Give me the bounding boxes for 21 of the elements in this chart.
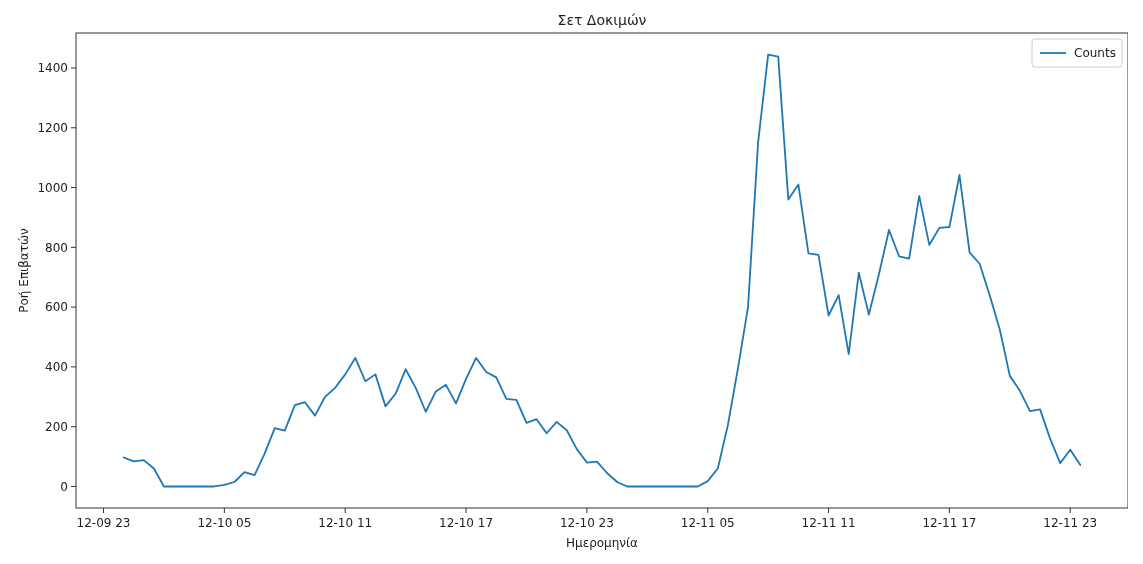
y-tick-label: 1000 xyxy=(37,180,68,195)
y-axis-title: Ροή Επιβατών xyxy=(17,228,31,313)
y-tick-label: 800 xyxy=(45,240,68,255)
x-tick-label: 12-11 17 xyxy=(922,516,977,530)
chart-title: Σετ Δοκιμών xyxy=(557,12,647,28)
x-tick-label: 12-10 05 xyxy=(197,516,252,530)
y-tick-label: 1400 xyxy=(37,61,68,76)
x-tick-label: 12-10 23 xyxy=(559,516,614,530)
x-tick-label: 12-10 11 xyxy=(318,516,373,530)
y-tick-label: 0 xyxy=(60,479,68,494)
y-tick-label: 400 xyxy=(45,360,68,375)
x-tick-label: 12-11 11 xyxy=(801,516,856,530)
y-tick-label: 600 xyxy=(45,300,68,315)
y-tick-label: 1200 xyxy=(37,120,68,135)
x-tick-label: 12-11 05 xyxy=(680,516,735,530)
x-axis-title: Ημερομηνία xyxy=(565,536,639,550)
legend-label: Counts xyxy=(1074,46,1116,61)
x-tick-label: 12-09 23 xyxy=(76,516,131,530)
x-tick-label: 12-11 23 xyxy=(1043,516,1098,530)
y-tick-label: 200 xyxy=(45,419,68,434)
x-tick-label: 12-10 17 xyxy=(439,516,494,530)
